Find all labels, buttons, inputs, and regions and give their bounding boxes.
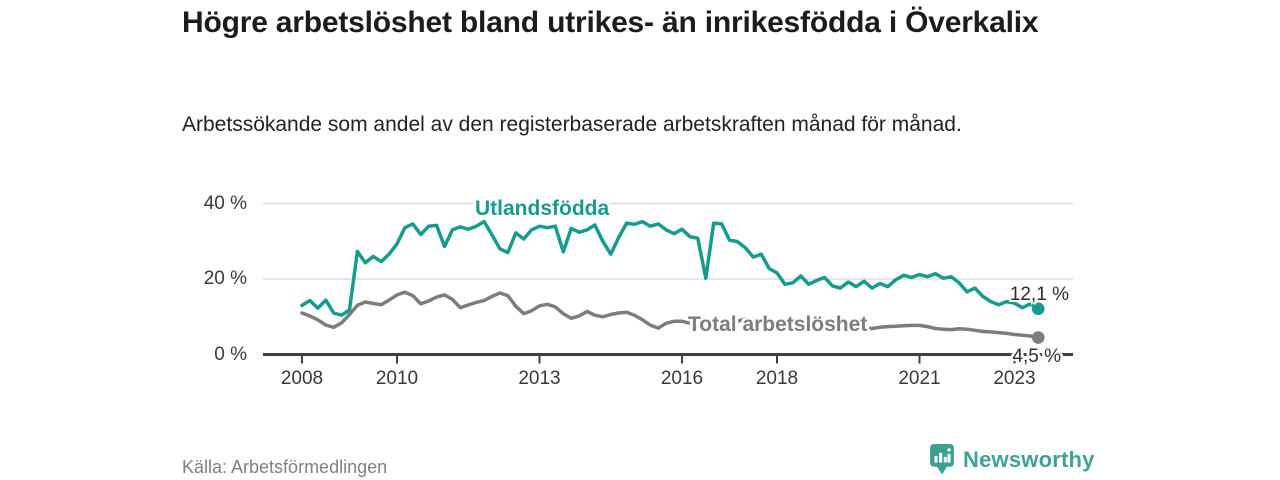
x-tick-label: 2021 <box>898 368 941 389</box>
x-tick-label: 2013 <box>518 368 561 389</box>
x-tick-label: 2023 <box>993 368 1036 389</box>
x-tick-label: 2010 <box>375 368 419 389</box>
end-value-label-total: 4,5 % <box>1012 346 1061 367</box>
chart-subtitle: Arbetssökande som andel av den registerb… <box>182 113 962 136</box>
series-line <box>300 219 1041 317</box>
x-tick-label: 2016 <box>660 368 704 389</box>
source-note: Källa: Arbetsförmedlingen <box>182 457 388 477</box>
series-label-total-arbetsloshet: Total arbetslöshet <box>688 313 868 336</box>
end-value-label-utlandsfodda: 12,1 % <box>1009 284 1069 305</box>
series-end-dot <box>1031 302 1045 316</box>
newsworthy-pin-barchart-icon <box>930 444 954 475</box>
x-tick-label: 2008 <box>280 368 324 389</box>
newsworthy-wordmark: Newsworthy <box>963 446 1095 472</box>
y-tick-label: 20 % <box>203 268 247 289</box>
page-title: Högre arbetslöshet bland utrikes- än inr… <box>182 6 1039 39</box>
y-tick-label: 0 % <box>214 343 247 365</box>
newsworthy-logo: Newsworthy <box>930 444 1095 475</box>
y-tick-label: 40 % <box>203 192 247 214</box>
series-line <box>300 290 1041 340</box>
x-tick-label: 2018 <box>755 368 799 389</box>
series-label-utlandsfodda: Utlandsfödda <box>475 197 610 220</box>
series-end-dot <box>1031 331 1045 344</box>
